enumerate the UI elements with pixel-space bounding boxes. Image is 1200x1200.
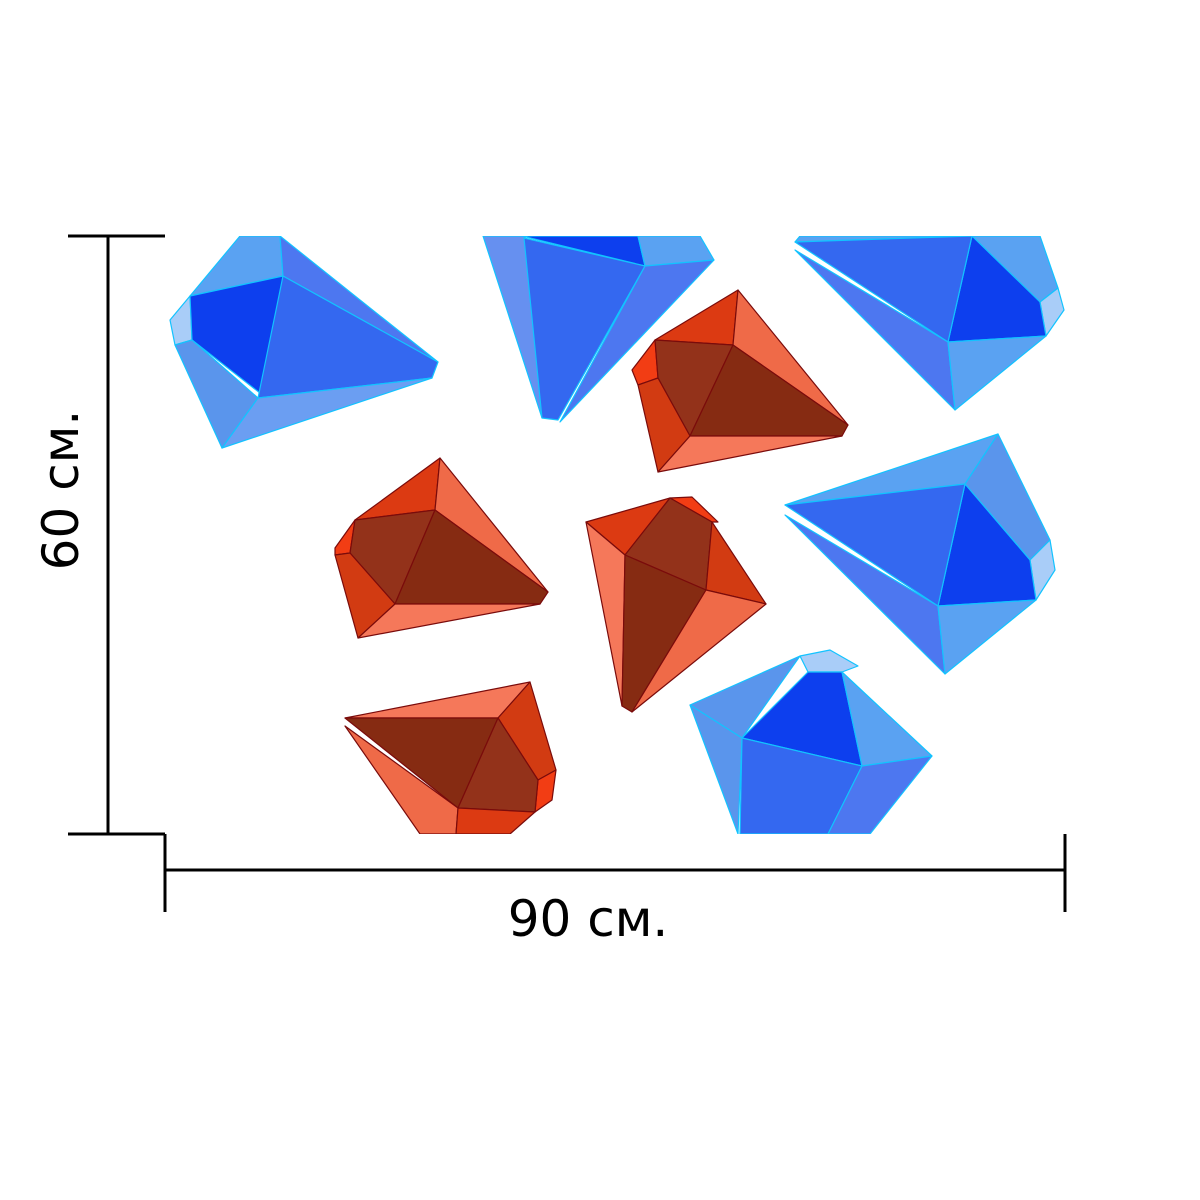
print-area — [169, 236, 1065, 834]
blue-gem-top-center — [482, 236, 715, 423]
width-dimension: 90 см. — [163, 834, 1067, 948]
red-gem-middle — [585, 496, 767, 713]
blue-gem-right-middle — [784, 433, 1056, 675]
red-gem-center — [631, 289, 849, 473]
blue-gem-top-left — [169, 236, 439, 449]
blue-gem-top-right — [794, 236, 1065, 411]
height-dimension: 60 см. — [32, 234, 165, 836]
red-gem-bottom-left — [344, 681, 557, 834]
red-gem-left-middle — [334, 457, 549, 639]
height-label: 60 см. — [32, 410, 90, 571]
blue-gem-bottom-right — [689, 649, 933, 834]
width-label: 90 см. — [508, 890, 669, 948]
